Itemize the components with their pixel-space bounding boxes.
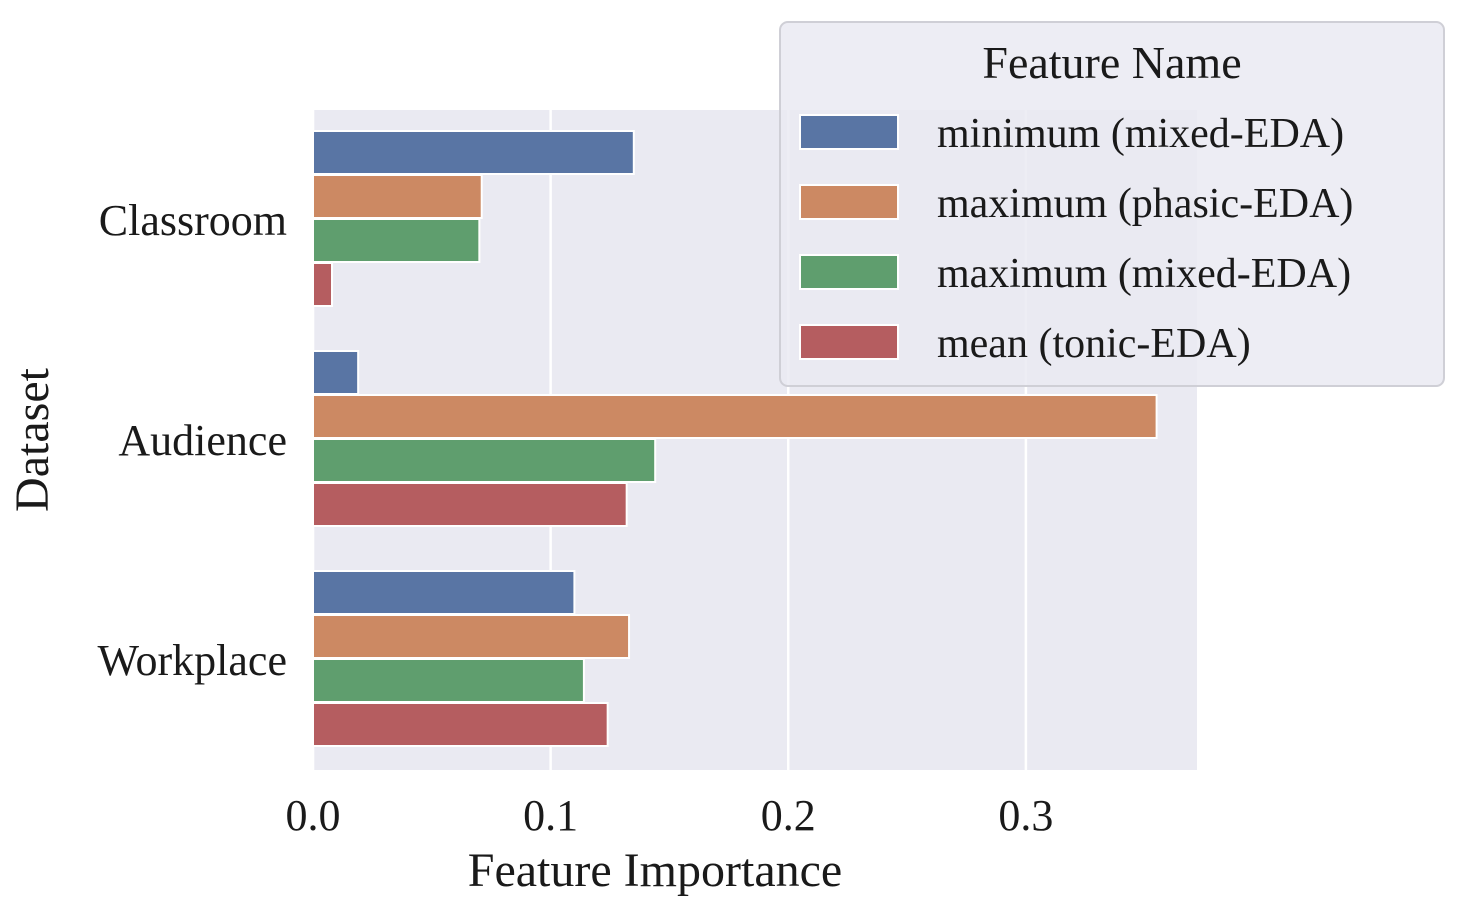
legend-items: minimum (mixed-EDA) maximum (phasic-EDA) m…: [799, 111, 1353, 367]
bar-audience-series-3: [312, 482, 628, 527]
legend-label-1: maximum (phasic-EDA): [937, 181, 1353, 227]
x-tick-label-2: 0.2: [761, 791, 816, 840]
bar-workplace-series-2: [312, 658, 585, 703]
bar-classroom-series-0: [312, 130, 635, 175]
bar-audience-series-2: [312, 438, 657, 483]
legend-title: Feature Name: [982, 37, 1241, 88]
legend: Feature Name minimum (mixed-EDA) maximum …: [779, 21, 1445, 387]
y-tick-label-audience: Audience: [118, 416, 287, 465]
bar-classroom-series-2: [312, 218, 481, 263]
bar-audience-series-0: [312, 350, 360, 395]
legend-box: [779, 21, 1445, 387]
bar-workplace-series-0: [312, 570, 576, 615]
legend-swatch-0: [799, 114, 899, 150]
bar-classroom-series-3: [312, 262, 334, 307]
bar-classroom-series-1: [312, 174, 483, 219]
bar-audience-series-1: [312, 394, 1158, 439]
legend-label-2: maximum (mixed-EDA): [937, 251, 1351, 297]
x-axis-label: Feature Importance: [468, 844, 842, 897]
x-tick-label-1: 0.1: [523, 791, 578, 840]
y-tick-label-classroom: Classroom: [99, 196, 287, 245]
x-tick-labels: 0.0 0.1 0.2 0.3: [286, 791, 1054, 840]
y-axis-label: Dataset: [6, 367, 59, 512]
legend-label-0: minimum (mixed-EDA): [937, 111, 1344, 157]
legend-swatch-3: [799, 324, 899, 360]
bars: [312, 130, 1158, 747]
x-tick-label-0: 0.0: [286, 791, 341, 840]
bar-workplace-series-3: [312, 702, 609, 747]
y-tick-labels: Classroom Audience Workplace: [98, 196, 287, 685]
y-tick-label-workplace: Workplace: [98, 636, 287, 685]
x-tick-label-3: 0.3: [998, 791, 1053, 840]
legend-label-3: mean (tonic-EDA): [937, 321, 1251, 367]
legend-swatch-2: [799, 254, 899, 290]
bar-workplace-series-1: [312, 614, 631, 659]
legend-swatch-1: [799, 184, 899, 220]
